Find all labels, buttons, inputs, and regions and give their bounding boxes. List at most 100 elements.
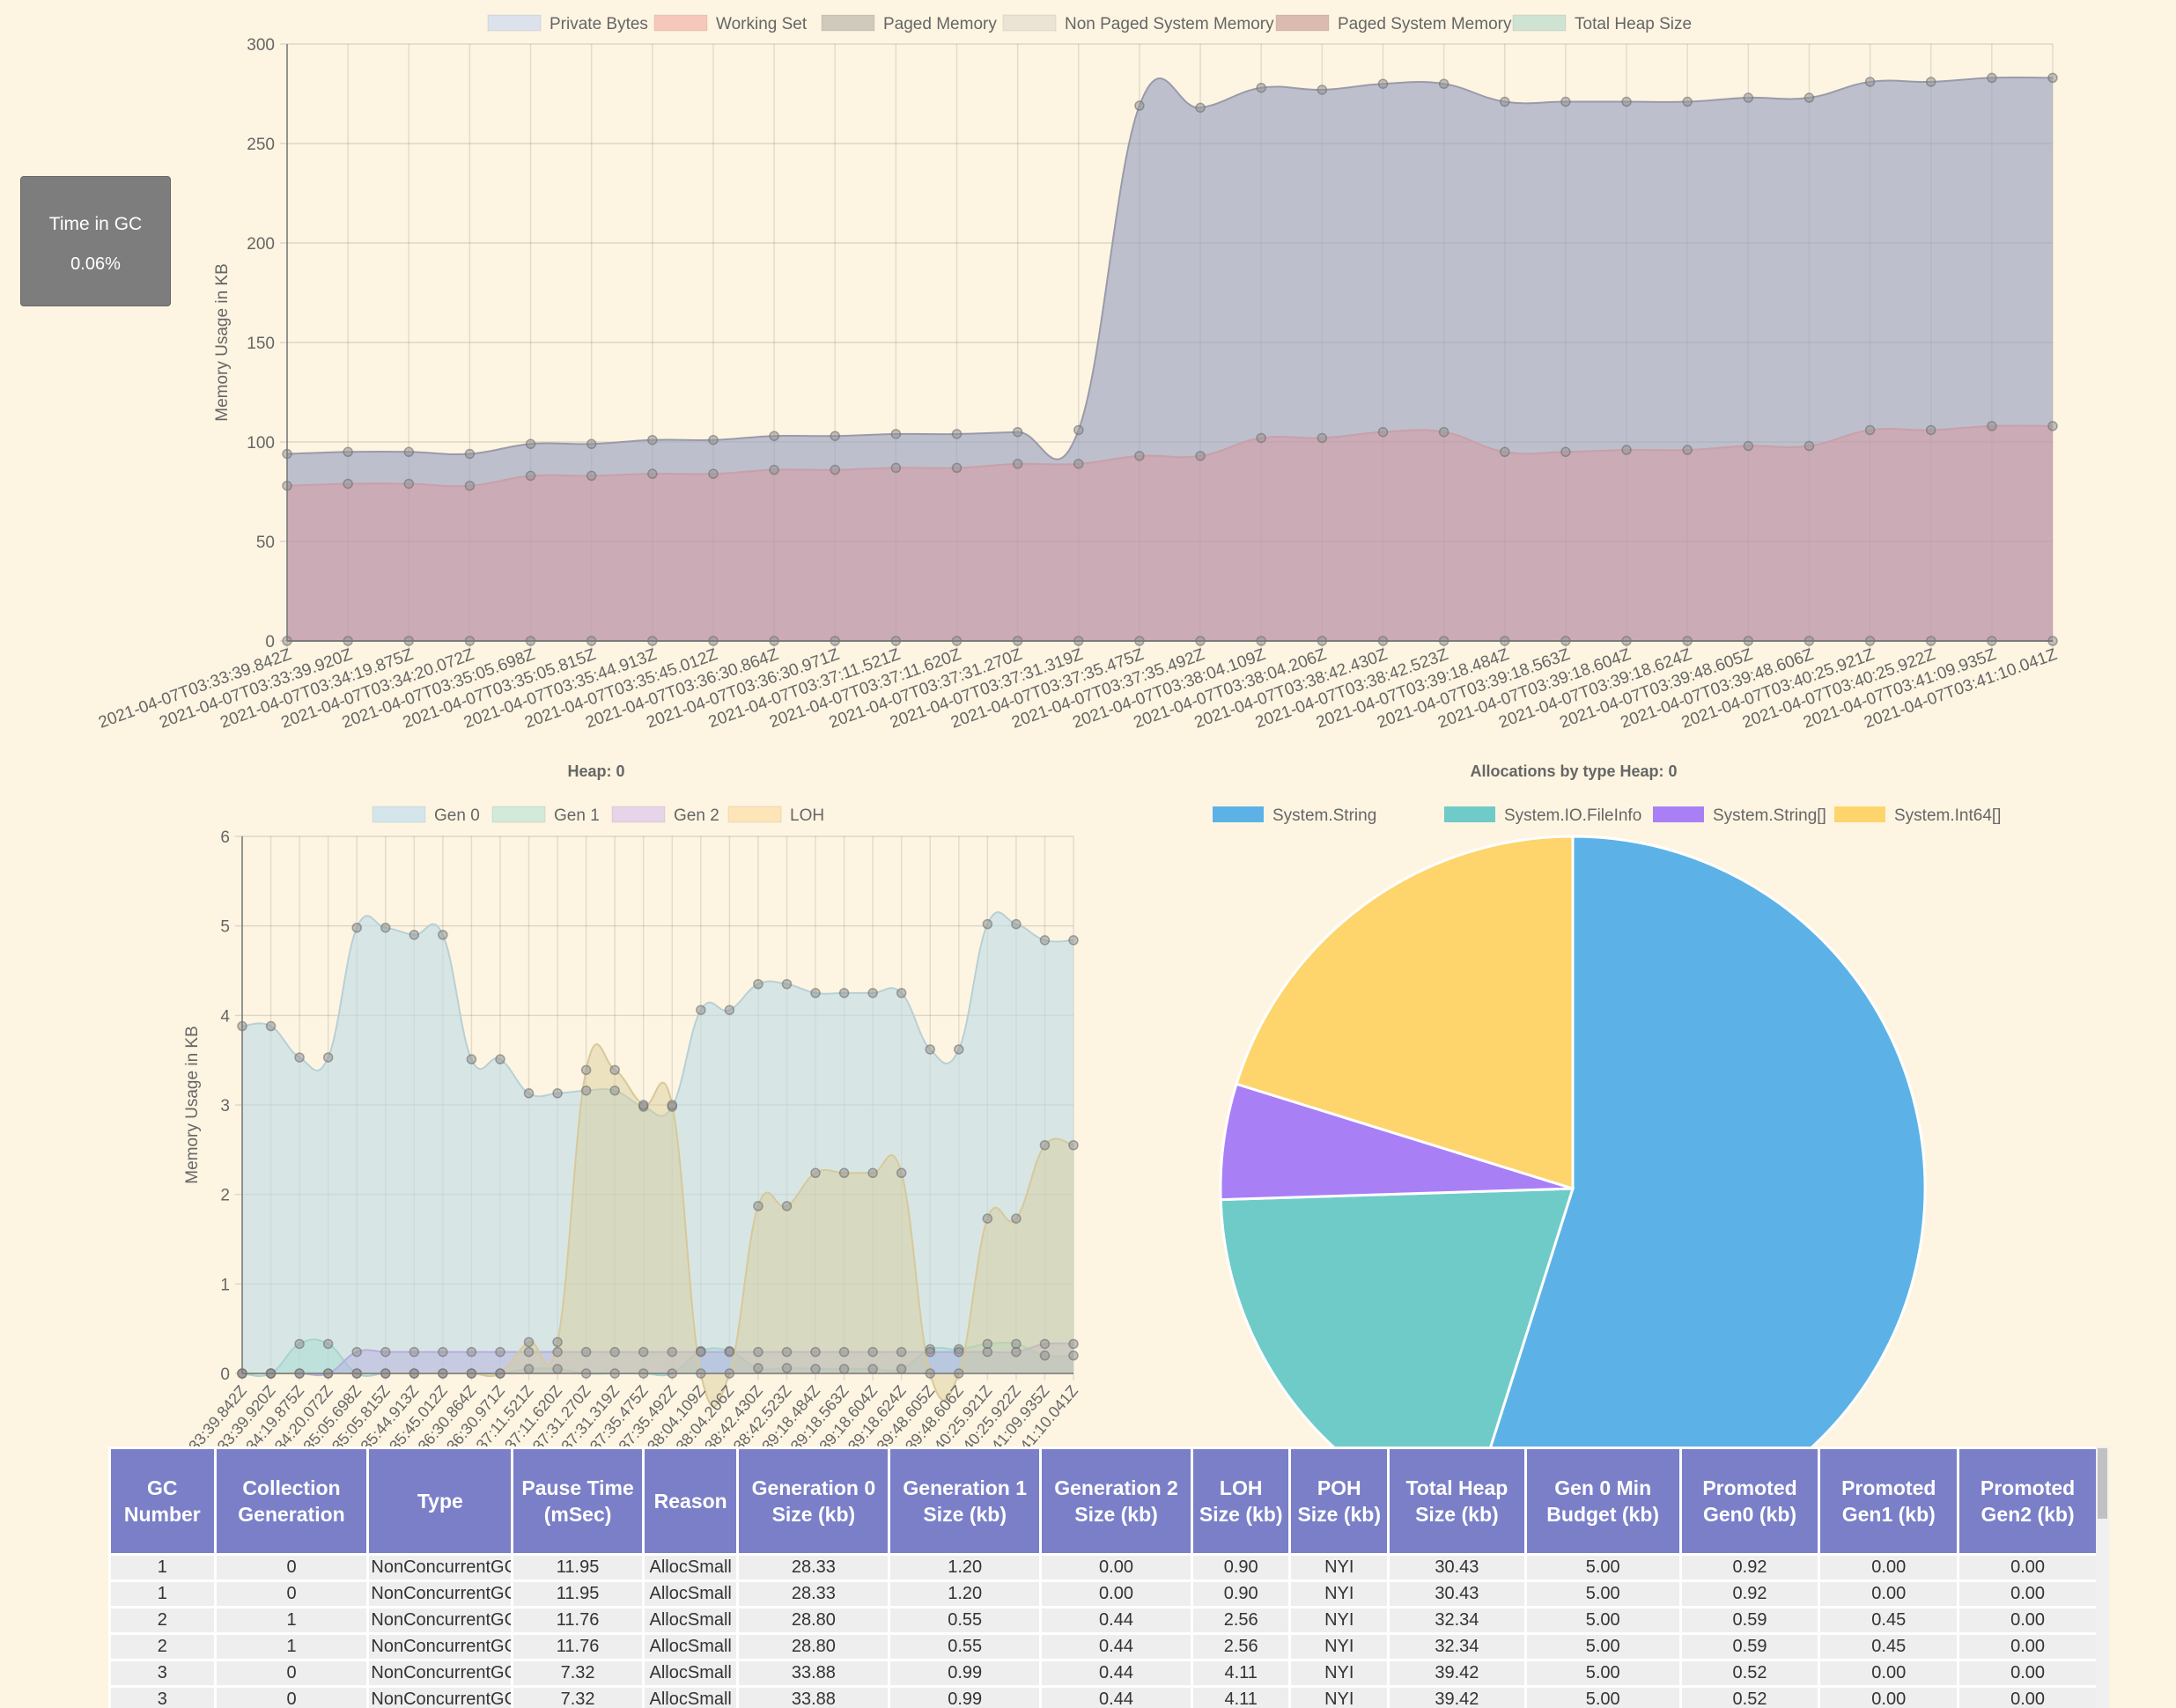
table-cell: 5.00: [1526, 1688, 1679, 1708]
table-cell: 0.00: [1042, 1556, 1191, 1579]
data-point: [696, 1005, 706, 1015]
data-point: [1039, 1338, 1051, 1350]
column-header[interactable]: Type: [369, 1449, 512, 1553]
data-point: [1743, 92, 1754, 103]
table-cell: NYI: [1291, 1582, 1387, 1606]
table-cell: 0: [216, 1688, 367, 1708]
data-point: [708, 434, 719, 445]
data-point: [838, 988, 850, 998]
table-cell: 0.00: [1820, 1688, 1958, 1708]
data-point: [1011, 1213, 1022, 1224]
column-header[interactable]: Reason: [644, 1449, 737, 1553]
data-point: [667, 1100, 678, 1110]
data-point: [753, 1363, 763, 1373]
data-point: [351, 922, 362, 933]
table-cell: 2.56: [1192, 1609, 1289, 1632]
data-point: [830, 431, 840, 441]
column-header[interactable]: Generation 1 Size (kb): [890, 1449, 1040, 1553]
data-point: [896, 1346, 907, 1358]
legend-label: Paged Memory: [883, 15, 997, 33]
legend-swatch: [491, 806, 546, 823]
data-point: [294, 1338, 305, 1350]
table-cell: NonConcurrentGC: [369, 1582, 512, 1606]
allocations-pie-chart: Allocations by type Heap: 0 System.String…: [1213, 762, 2001, 1453]
data-point: [1682, 445, 1693, 455]
data-point: [380, 922, 391, 933]
data-point: [466, 1054, 477, 1064]
legend-swatch: [1275, 14, 1330, 32]
data-point: [380, 1346, 391, 1358]
data-point: [294, 1052, 305, 1063]
table-cell: 28.80: [739, 1609, 889, 1632]
table-cell: NYI: [1291, 1688, 1387, 1708]
table-cell: 5.00: [1526, 1635, 1679, 1659]
table-cell: AllocSmall: [644, 1609, 737, 1632]
table-cell: 0: [216, 1556, 367, 1579]
table-cell: 33.88: [739, 1661, 889, 1685]
data-point: [867, 1346, 878, 1358]
data-point: [810, 1346, 821, 1358]
data-point: [769, 464, 779, 475]
column-header[interactable]: Promoted Gen0 (kb): [1681, 1449, 1818, 1553]
table-cell: 0.52: [1681, 1688, 1818, 1708]
table-cell: 0.55: [890, 1609, 1040, 1632]
table-scrollbar-thumb[interactable]: [2098, 1448, 2107, 1519]
legend-swatch: [821, 14, 875, 32]
legend-label: System.IO.FileInfo: [1504, 806, 1641, 825]
column-header[interactable]: Generation 0 Size (kb): [739, 1449, 889, 1553]
column-header[interactable]: POH Size (kb): [1291, 1449, 1387, 1553]
data-point: [810, 1167, 821, 1179]
table-cell: 0.90: [1192, 1582, 1289, 1606]
table-cell: 11.76: [513, 1609, 642, 1632]
column-header[interactable]: Generation 2 Size (kb): [1042, 1449, 1191, 1553]
data-point: [925, 1044, 935, 1055]
gc-table: GC Number Collection Generation Type Pause …: [108, 1447, 2099, 1708]
data-point: [951, 429, 963, 439]
gc-table-container[interactable]: GC Number Collection Generation Type Pause …: [108, 1447, 2109, 1708]
series-area-3: [242, 1044, 1073, 1407]
data-point: [1012, 426, 1023, 438]
y-axis-title: Memory Usage in KB: [183, 1026, 202, 1184]
column-header[interactable]: Gen 0 Min Budget (kb): [1526, 1449, 1679, 1553]
data-point: [1987, 72, 1997, 84]
column-header[interactable]: Pause Time (mSec): [513, 1449, 642, 1553]
table-cell: 33.88: [739, 1688, 889, 1708]
data-point: [647, 434, 658, 445]
data-point: [638, 1100, 649, 1110]
data-point: [1987, 421, 1997, 431]
column-header[interactable]: Collection Generation: [216, 1449, 367, 1553]
legend-swatch: [1444, 806, 1495, 822]
y-tick-label: 5: [220, 918, 230, 937]
y-tick-label: 100: [247, 434, 275, 453]
data-point: [265, 1020, 277, 1032]
table-header-row: GC Number Collection Generation Type Pause …: [111, 1449, 2096, 1553]
data-point: [1377, 426, 1389, 438]
table-cell: 0.00: [1042, 1582, 1191, 1606]
data-point: [1256, 432, 1266, 444]
time-in-gc-card: Time in GC 0.06%: [20, 176, 171, 306]
table-cell: 2.56: [1192, 1635, 1289, 1659]
column-header[interactable]: Total Heap Size (kb): [1390, 1449, 1524, 1553]
data-point: [495, 1346, 505, 1358]
column-header[interactable]: GC Number: [111, 1449, 214, 1553]
table-cell: 0.44: [1042, 1661, 1191, 1685]
heap-chart-title: Heap: 0: [567, 762, 624, 780]
table-cell: 0.00: [1959, 1635, 2096, 1659]
data-point: [1500, 446, 1510, 458]
column-header[interactable]: LOH Size (kb): [1192, 1449, 1289, 1553]
data-point: [753, 1201, 763, 1211]
table-cell: 2: [111, 1635, 214, 1659]
table-cell: 0.92: [1681, 1556, 1818, 1579]
legend-label: Private Bytes: [550, 15, 648, 33]
data-point: [1864, 77, 1876, 87]
data-point: [1803, 92, 1815, 103]
column-header[interactable]: Promoted Gen1 (kb): [1820, 1449, 1958, 1553]
y-tick-label: 0: [265, 633, 275, 652]
table-cell: 30.43: [1390, 1582, 1524, 1606]
legend-label: Paged System Memory: [1338, 15, 1512, 33]
table-cell: 0.00: [1959, 1582, 2096, 1606]
column-header[interactable]: Promoted Gen2 (kb): [1959, 1449, 2096, 1553]
table-cell: 28.80: [739, 1635, 889, 1659]
table-cell: 0: [216, 1661, 367, 1685]
table-cell: 7.32: [513, 1688, 642, 1708]
